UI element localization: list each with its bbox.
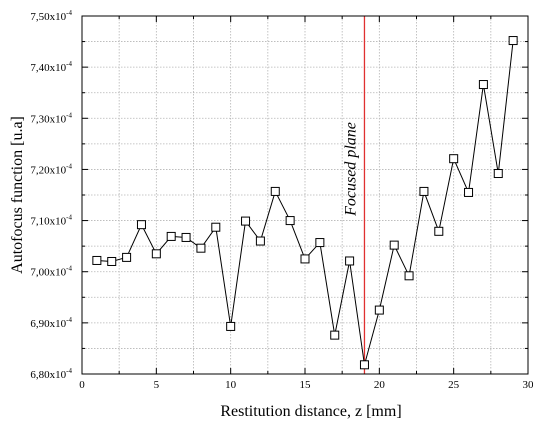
x-tick-label: 10 bbox=[225, 379, 237, 391]
data-point bbox=[182, 233, 190, 241]
data-point bbox=[420, 187, 428, 195]
data-point bbox=[435, 227, 443, 235]
data-point bbox=[242, 217, 250, 225]
x-tick-label: 20 bbox=[374, 379, 386, 391]
data-point bbox=[108, 257, 116, 265]
x-axis-title: Restitution distance, z [mm] bbox=[220, 403, 401, 420]
focused-plane-label: Focused plane bbox=[342, 122, 359, 217]
y-tick-exponent: -4 bbox=[66, 214, 72, 222]
data-point bbox=[494, 170, 502, 178]
x-tick-label: 15 bbox=[300, 379, 312, 391]
data-point bbox=[450, 155, 458, 163]
y-tick-label: 7,30x10-4 bbox=[30, 111, 72, 125]
y-tick-label: 7,40x10-4 bbox=[30, 60, 72, 74]
x-tick-label: 25 bbox=[448, 379, 460, 391]
data-point bbox=[316, 239, 324, 247]
data-point bbox=[227, 322, 235, 330]
data-point bbox=[123, 253, 131, 261]
data-point bbox=[509, 37, 517, 45]
data-point bbox=[137, 221, 145, 229]
y-tick-exponent: -4 bbox=[66, 162, 72, 170]
y-tick-label: 6,80x10-4 bbox=[30, 367, 72, 381]
y-tick-exponent: -4 bbox=[66, 60, 72, 68]
data-point bbox=[301, 255, 309, 263]
x-tick-label: 5 bbox=[154, 379, 160, 391]
data-point bbox=[271, 187, 279, 195]
data-point bbox=[212, 223, 220, 231]
y-tick-label: 7,10x10-4 bbox=[30, 214, 72, 228]
y-tick-exponent: -4 bbox=[66, 9, 72, 17]
data-point bbox=[390, 241, 398, 249]
data-point bbox=[375, 306, 383, 314]
data-point bbox=[286, 217, 294, 225]
data-point bbox=[152, 250, 160, 258]
y-tick-label: 7,20x10-4 bbox=[30, 162, 72, 176]
data-point bbox=[167, 232, 175, 240]
y-tick-label: 6,90x10-4 bbox=[30, 316, 72, 330]
y-axis-title: Autofocus function [u.a] bbox=[9, 116, 26, 274]
y-tick-exponent: -4 bbox=[66, 265, 72, 273]
data-point bbox=[256, 237, 264, 245]
x-tick-label: 30 bbox=[523, 379, 533, 391]
y-tick-exponent: -4 bbox=[66, 111, 72, 119]
data-point bbox=[479, 81, 487, 89]
data-point bbox=[360, 361, 368, 369]
data-point bbox=[465, 188, 473, 196]
data-point bbox=[197, 244, 205, 252]
data-point bbox=[331, 331, 339, 339]
data-point bbox=[405, 272, 413, 280]
y-tick-exponent: -4 bbox=[66, 316, 72, 324]
x-tick-label: 0 bbox=[79, 379, 85, 391]
y-tick-exponent: -4 bbox=[66, 367, 72, 375]
data-point bbox=[93, 256, 101, 264]
data-point bbox=[346, 257, 354, 265]
y-tick-label: 7,00x10-4 bbox=[30, 265, 72, 279]
y-tick-label: 7,50x10-4 bbox=[30, 9, 72, 23]
